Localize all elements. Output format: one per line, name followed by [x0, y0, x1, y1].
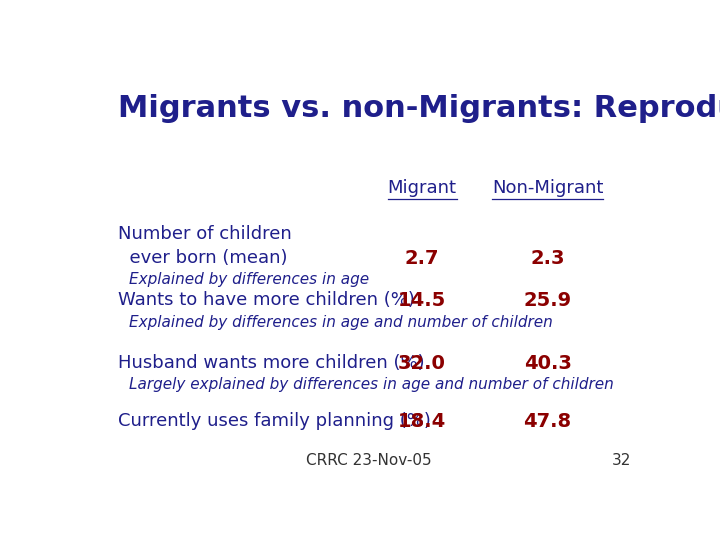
Text: 2.3: 2.3: [531, 248, 564, 268]
Text: Currently uses family planning (%): Currently uses family planning (%): [118, 412, 431, 430]
Text: Non-Migrant: Non-Migrant: [492, 179, 603, 197]
Text: Explained by differences in age: Explained by differences in age: [129, 272, 369, 287]
Text: ever born (mean): ever born (mean): [118, 248, 287, 267]
Text: 47.8: 47.8: [523, 412, 572, 431]
Text: 2.7: 2.7: [405, 248, 439, 268]
Text: 14.5: 14.5: [398, 292, 446, 310]
Text: Number of children: Number of children: [118, 225, 292, 243]
Text: CRRC 23-Nov-05: CRRC 23-Nov-05: [306, 453, 432, 468]
Text: Wants to have more children (%): Wants to have more children (%): [118, 292, 415, 309]
Text: 18.4: 18.4: [398, 412, 446, 431]
Text: 40.3: 40.3: [523, 354, 572, 373]
Text: 25.9: 25.9: [523, 292, 572, 310]
Text: Largely explained by differences in age and number of children: Largely explained by differences in age …: [129, 377, 614, 392]
Text: Migrants vs. non-Migrants: Reproduction: Migrants vs. non-Migrants: Reproduction: [118, 94, 720, 123]
Text: Migrant: Migrant: [387, 179, 456, 197]
Text: Explained by differences in age and number of children: Explained by differences in age and numb…: [129, 315, 553, 330]
Text: 32.0: 32.0: [398, 354, 446, 373]
Text: 32: 32: [612, 453, 631, 468]
Text: Husband wants more children (%): Husband wants more children (%): [118, 354, 425, 372]
